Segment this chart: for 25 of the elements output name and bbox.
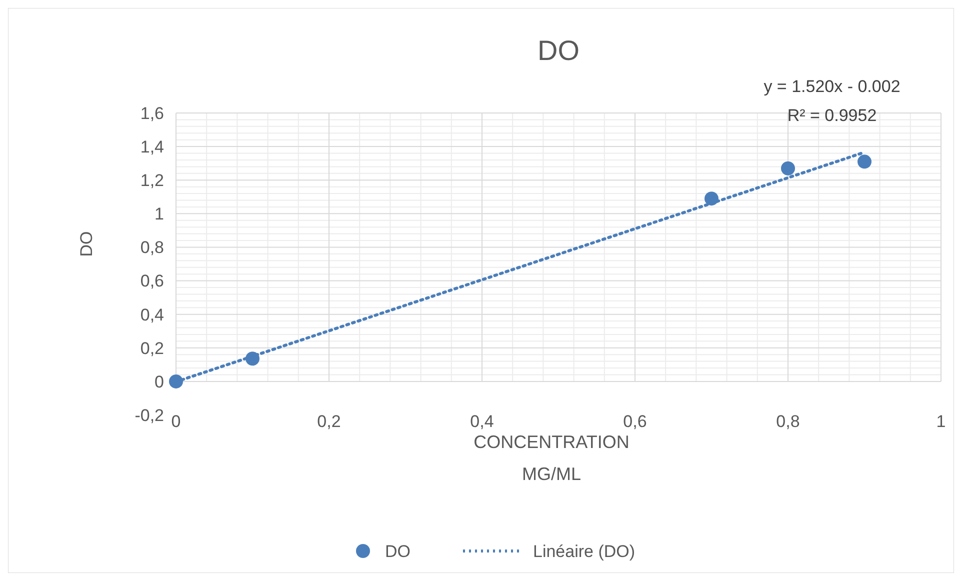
x-axis-title: CONCENTRATION MG/ML [474,432,630,484]
point [858,154,872,169]
x-tick-label: 0 [171,412,181,431]
annotation: R² = 0.9952 [787,106,877,125]
y-tick-label: -0,2 [134,406,164,425]
x-tick-label: 1 [936,412,946,431]
legend-label: Linéaire (DO) [533,542,636,561]
text: y = 1.520x - 0.002 [764,77,900,96]
x-tick-label: 0,8 [776,412,800,431]
y-axis-title: DO [77,231,96,257]
x-tick-label: 0,6 [623,412,647,431]
legend-label: DO [385,542,410,561]
x-tick-label: 0,4 [470,412,494,431]
y-tick-label: 0,6 [140,272,164,291]
y-tick-label: 0,2 [140,338,164,358]
y-tick-label: 1,6 [140,104,164,123]
point [781,161,795,176]
y-tick-label: 1 [154,204,164,224]
y-tick-label: 1,2 [140,171,164,190]
y-tick-label: 0 [154,372,164,392]
x-tick-label: 0,2 [317,412,341,431]
chart-title: DO [538,35,580,66]
y-tick-label: 0,4 [140,305,164,324]
y-tick-label: 1,4 [140,138,164,157]
y-tick-label: 0,8 [140,238,164,258]
